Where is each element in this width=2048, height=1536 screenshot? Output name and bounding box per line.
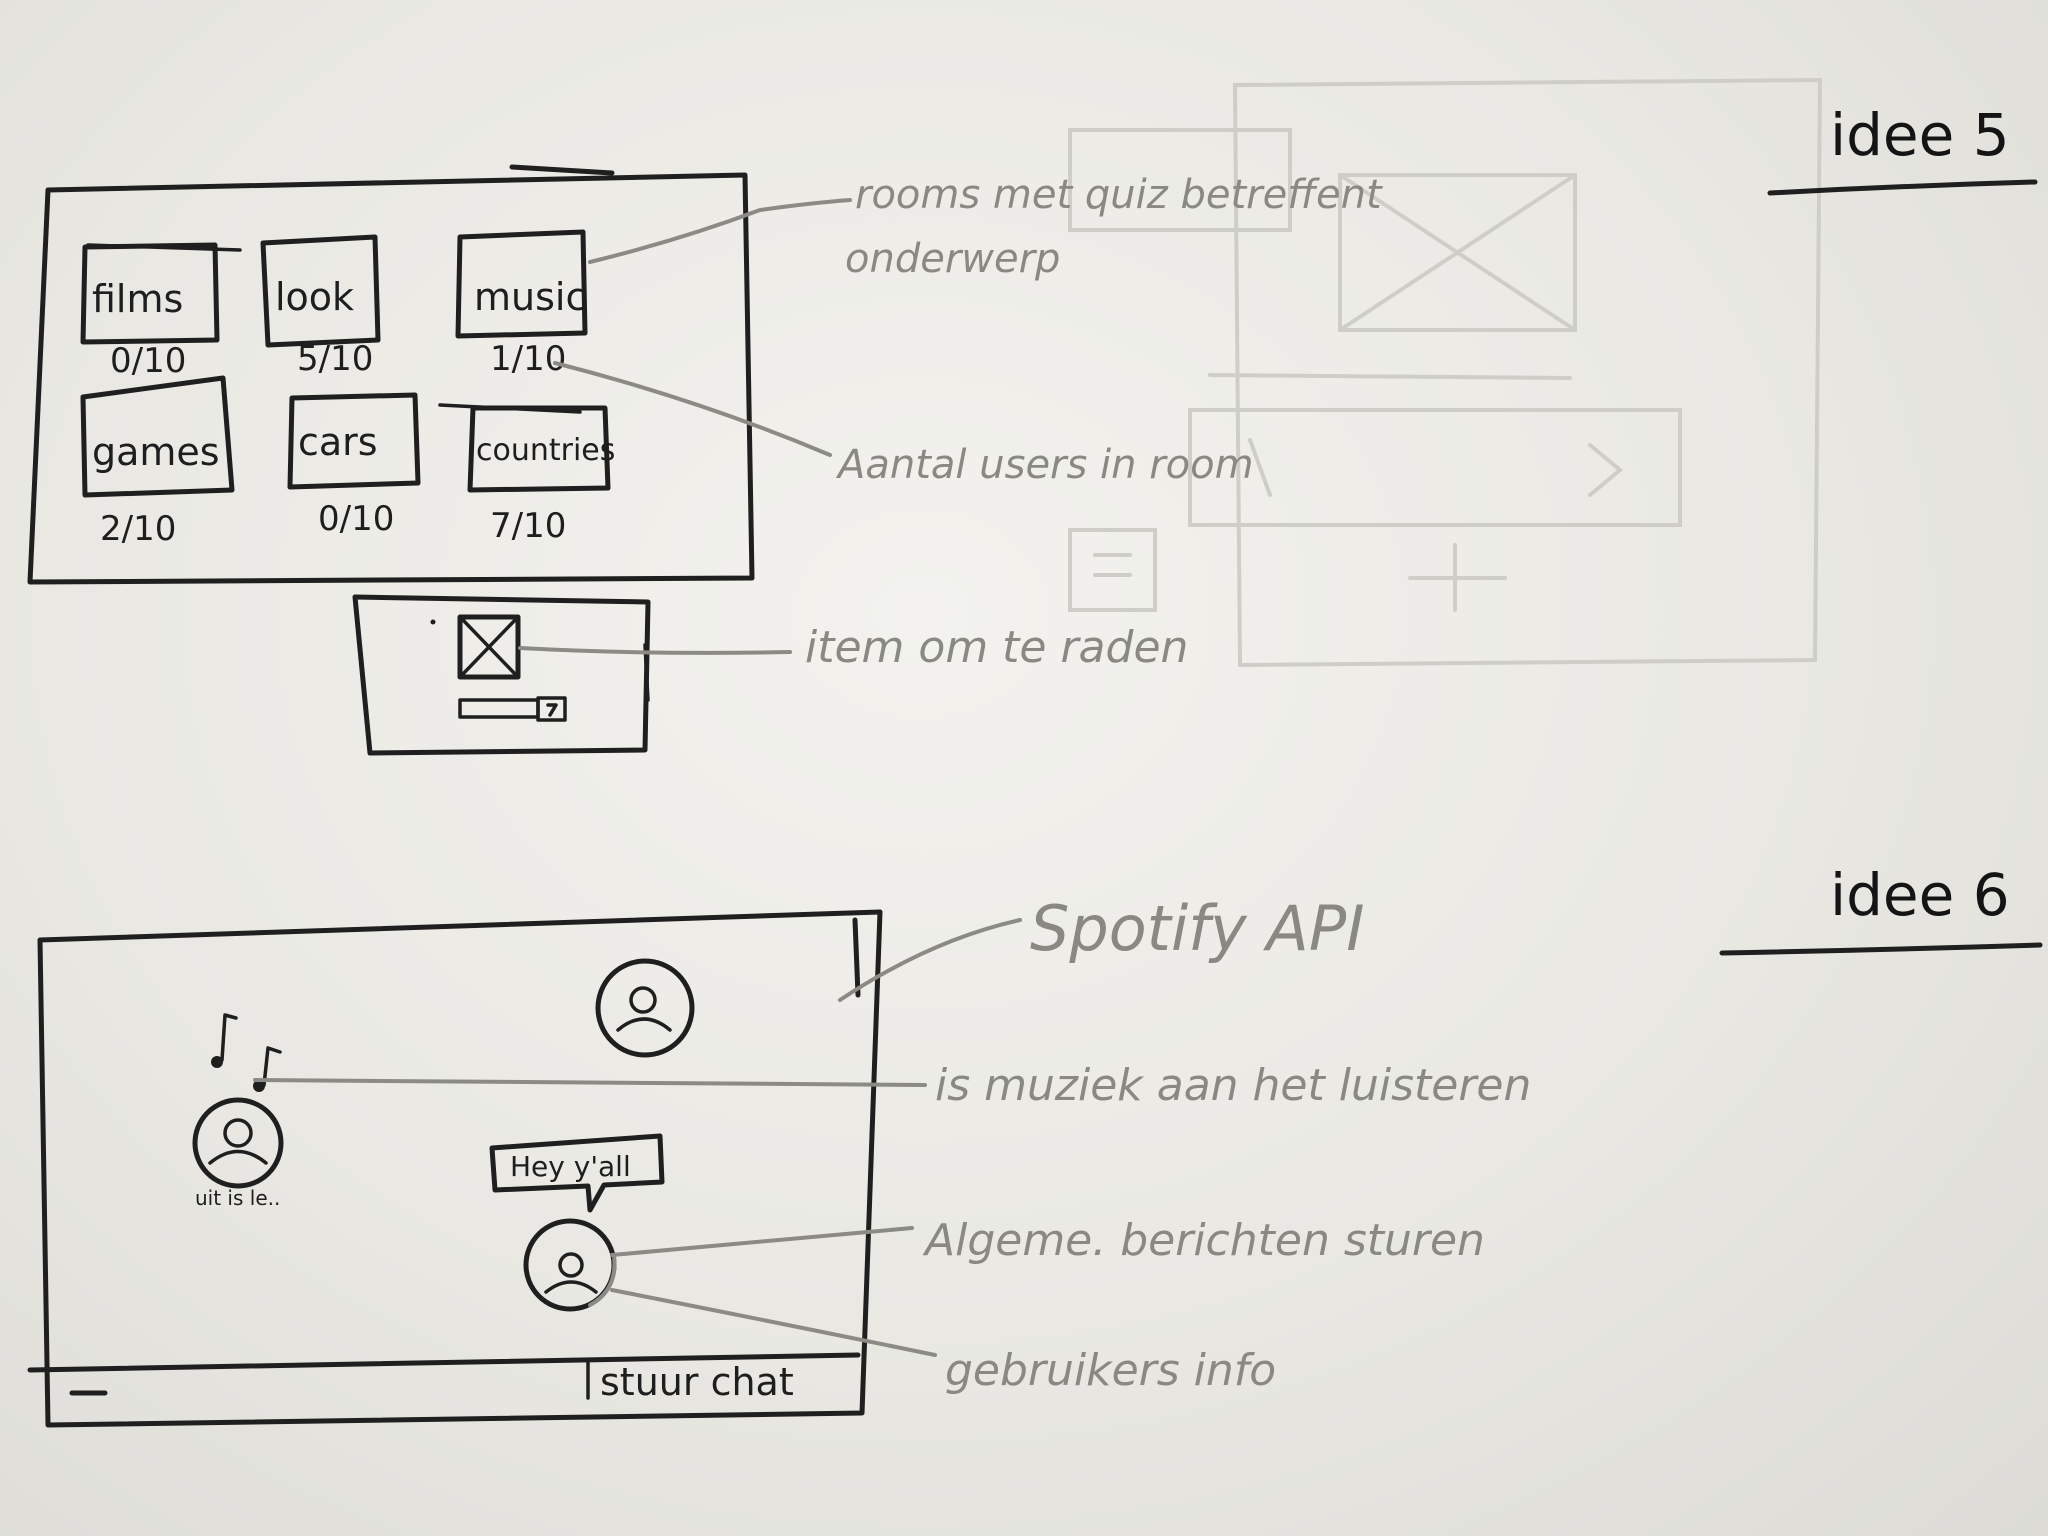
room-user-count: 1/10 [490,339,566,379]
room-name: countries [476,433,615,468]
room-name: games [92,430,220,474]
speech-bubble: Hey y'all [489,1133,665,1213]
annotation-item: item om te raden [518,622,1188,673]
room-name: cars [298,420,378,464]
room-name: music [474,275,586,319]
heading-idea-6: idee 6 [1830,861,2010,929]
send-chat-label: stuur chat [600,1360,794,1404]
room-user-count: 0/10 [318,499,394,539]
annotation-messages-text: Algeme. berichten sturen [922,1215,1485,1266]
room-user-count: 7/10 [490,506,566,546]
speech-bubble-text: Hey y'all [510,1150,631,1183]
annotation-user-info: gebruikers info [610,1288,1276,1396]
room-tile-cars[interactable]: cars 0/10 [287,392,421,539]
room-tile-countries[interactable]: countries 7/10 [438,403,615,546]
user-label: uit is le.. [195,1186,280,1210]
annotation-user-info-text: gebruikers info [945,1345,1276,1396]
annotation-rooms-line1: rooms met quiz betreffent [855,172,1383,218]
heading-underline [1719,942,2043,956]
rooms-panel [27,164,755,585]
annotation-item-text: item om te raden [805,622,1188,673]
annotation-listening: is muziek aan het luisteren [253,1060,1531,1111]
annotation-users-text: Aantal users in room [835,442,1254,488]
image-placeholder-icon [457,614,521,680]
room-name: films [92,277,183,321]
ghost-sketch [1068,77,1823,668]
heading-idea-5: idee 5 [1830,101,2010,169]
room-tile-look[interactable]: look 5/10 [260,234,381,379]
annotation-listening-text: is muziek aan het luisteren [935,1060,1531,1111]
room-name: look [275,275,354,319]
annotation-users-in-room: Aantal users in room [553,361,1254,488]
room-tile-games[interactable]: games 2/10 [80,375,235,549]
user-avatar[interactable] [595,958,695,1058]
user-avatar-listening[interactable] [192,1097,284,1189]
annotation-messages: Algeme. berichten sturen [610,1215,1485,1266]
submit-answer-button[interactable] [536,696,567,722]
room-user-count: 5/10 [297,339,373,379]
room-tile-music[interactable]: music 1/10 [455,229,588,379]
user-avatar-speaking[interactable] [523,1218,617,1312]
room-user-count: 0/10 [110,341,186,381]
annotation-rooms: rooms met quiz betreffent onderwerp [588,172,1383,282]
annotation-api: Spotify API [838,892,1365,1002]
answer-input[interactable] [458,698,540,719]
guess-item-panel [352,594,651,756]
room-user-count: 2/10 [100,509,176,549]
send-chat-button[interactable]: stuur chat [586,1360,794,1404]
room-tile-films[interactable]: films 0/10 [80,242,242,381]
annotation-api-text: Spotify API [1030,892,1365,965]
annotation-rooms-line2: onderwerp [845,236,1060,282]
chat-room-panel [27,909,883,1428]
heading-underline [1767,179,2038,196]
